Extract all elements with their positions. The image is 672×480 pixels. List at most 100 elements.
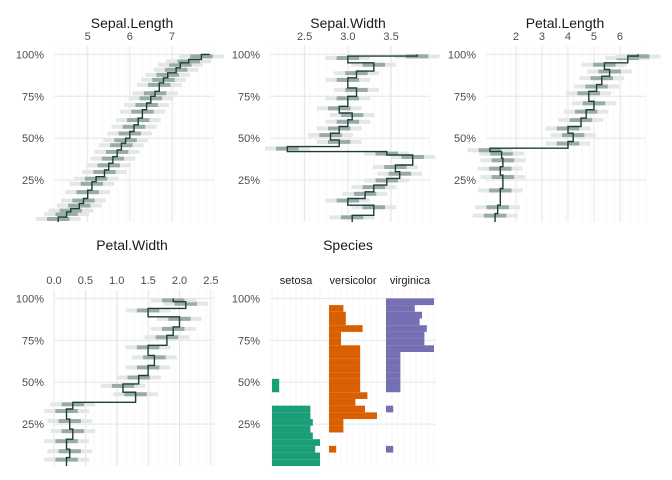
y-tick-label: 75%: [22, 335, 44, 347]
panel-sepal-length: Sepal.Length 100% 75% 50% 25% 5 6 7: [16, 15, 224, 222]
x-tick-label: 2.5: [297, 31, 312, 43]
median-path: [57, 53, 210, 222]
y-tick-label: 25%: [22, 419, 44, 431]
x-tick-label: 0.0: [46, 275, 61, 287]
median-path: [489, 54, 639, 222]
species-bar: [272, 439, 320, 446]
species-bar: [329, 412, 377, 420]
x-tick-label: 6: [617, 31, 623, 43]
y-tick-label: 50%: [454, 133, 476, 145]
species-bar: [386, 358, 401, 366]
species-bar: [386, 405, 394, 413]
species-bar: [386, 331, 425, 339]
y-tick-label: 100%: [16, 49, 44, 61]
y-tick-label: 50%: [238, 133, 260, 145]
species-bar: [272, 425, 311, 433]
x-tick-label: 3.0: [340, 31, 355, 43]
y-tick-label: 50%: [22, 377, 44, 389]
species-bar: [329, 445, 337, 453]
species-bar: [329, 331, 341, 339]
y-tick-label: 100%: [232, 49, 260, 61]
species-bar: [329, 318, 346, 326]
y-tick-label: 75%: [454, 91, 476, 103]
species-bar: [329, 325, 363, 332]
y-tick-label: 100%: [448, 49, 476, 61]
y-tick-label: 100%: [232, 293, 260, 305]
species-bar: [272, 445, 316, 453]
species-bar: [272, 459, 320, 466]
species-bar: [329, 305, 344, 312]
y-tick-label: 75%: [238, 335, 260, 347]
y-tick-label: 50%: [22, 133, 44, 145]
species-bar: [329, 419, 344, 426]
y-tick-label: 75%: [238, 91, 260, 103]
species-bar: [386, 298, 434, 306]
y-tick-label: 50%: [238, 377, 260, 389]
dispersion-bands: [467, 54, 661, 218]
panel-title: Species: [323, 237, 373, 253]
species-bar: [272, 412, 311, 420]
x-tick-label: 6: [127, 31, 133, 43]
panel-species: Species 100% 75% 50% 25% setosa versicolor vir…: [232, 237, 436, 466]
species-bar: [272, 419, 313, 426]
panel-petal-length: Petal.Length 100% 75% 50% 25% 2 3 4 5 6: [448, 15, 661, 222]
species-bar: [386, 372, 401, 379]
y-tick-label: 25%: [454, 175, 476, 187]
panel-sepal-width: Sepal.Width 100% 75% 50% 25% 2.5 3.0 3.5: [232, 15, 440, 222]
species-bar: [329, 385, 361, 393]
species-bar: [329, 378, 361, 386]
y-tick-label: 100%: [16, 293, 44, 305]
species-bar: [329, 425, 344, 433]
x-tick-label: 0.5: [78, 275, 93, 287]
species-bar: [272, 405, 311, 413]
x-tick-label: 2.5: [203, 275, 218, 287]
species-bar: [386, 445, 394, 453]
species-bar: [386, 352, 401, 359]
species-bar: [329, 352, 361, 359]
species-bar: [386, 338, 425, 346]
species-bar: [386, 318, 420, 326]
species-bar: [329, 365, 361, 373]
panel-title: Petal.Length: [526, 15, 605, 31]
y-tick-label: 25%: [22, 175, 44, 187]
species-bar: [329, 345, 361, 353]
panel-title: Petal.Width: [96, 237, 168, 253]
species-bar: [329, 338, 341, 346]
x-tick-label: 1.5: [140, 275, 155, 287]
species-bar: [329, 392, 368, 399]
species-bar: [272, 378, 280, 386]
y-tick-label: 75%: [22, 91, 44, 103]
median-path: [286, 54, 418, 222]
panel-title: Sepal.Length: [91, 15, 174, 31]
species-bar: [386, 311, 422, 319]
species-bar: [386, 325, 427, 332]
species-bar: [386, 385, 401, 393]
species-bar: [329, 405, 365, 413]
species-bar: [329, 358, 361, 366]
x-tick-label: 5: [85, 31, 91, 43]
species-bar: [386, 345, 434, 353]
panel-petal-width: Petal.Width 100% 75% 50% 25% 0.0 0.5 1.0 1.5 2.0…: [16, 237, 219, 466]
x-tick-label: 3: [539, 31, 545, 43]
facet-strip-label: setosa: [280, 275, 313, 287]
species-bar: [329, 398, 356, 406]
y-tick-label: 25%: [238, 175, 260, 187]
species-bar: [272, 432, 313, 440]
facet-strip-label: virginica: [390, 275, 431, 287]
x-tick-label: 7: [169, 31, 175, 43]
dispersion-bands: [264, 54, 440, 220]
x-tick-label: 1.0: [109, 275, 124, 287]
species-bar: [386, 378, 401, 386]
facet-strip-label: versicolor: [329, 275, 376, 287]
species-bar: [329, 311, 346, 319]
panel-title: Sepal.Width: [310, 15, 385, 31]
species-bar: [272, 452, 320, 460]
x-tick-label: 2.0: [172, 275, 187, 287]
species-bar: [329, 372, 361, 379]
x-tick-label: 5: [591, 31, 597, 43]
y-tick-label: 25%: [238, 419, 260, 431]
species-bar: [386, 305, 415, 312]
species-bar: [386, 365, 401, 373]
x-tick-label: 4: [565, 31, 571, 43]
